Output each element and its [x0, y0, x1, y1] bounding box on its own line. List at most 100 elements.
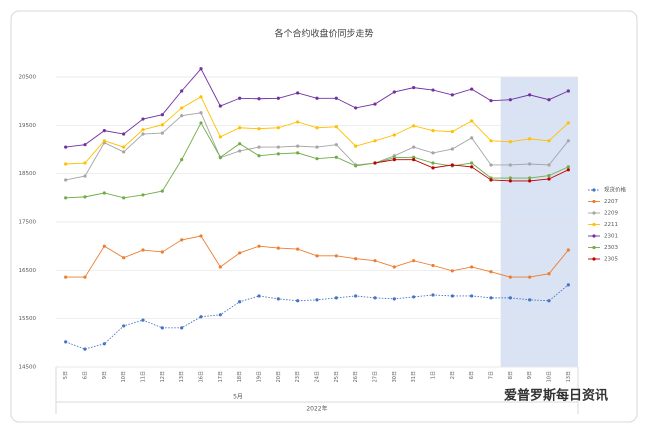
data-point: [141, 193, 145, 197]
data-point: [392, 265, 396, 269]
year-label: 2022年: [306, 405, 327, 413]
data-point: [547, 299, 551, 303]
data-point: [354, 294, 358, 298]
data-point: [528, 275, 532, 279]
x-tick-label: 9日: [102, 371, 108, 379]
x-tick-label: 13日: [179, 371, 185, 382]
data-point: [238, 300, 242, 304]
data-point: [508, 98, 512, 102]
legend-label: 2303: [604, 245, 618, 251]
x-tick-label: 13日: [566, 371, 572, 382]
data-point: [199, 67, 203, 71]
x-tick-label: 26日: [353, 371, 359, 382]
data-point: [508, 163, 512, 167]
x-tick-label: 5日: [63, 371, 69, 379]
data-point: [470, 294, 474, 298]
data-point: [412, 145, 416, 149]
data-point: [83, 195, 87, 199]
data-point: [180, 158, 184, 162]
data-point: [373, 296, 377, 300]
data-point: [315, 298, 319, 302]
data-point: [257, 145, 261, 149]
data-point: [122, 324, 126, 328]
data-point: [238, 149, 242, 153]
x-tick-label: 20日: [276, 371, 282, 382]
data-point: [412, 124, 416, 128]
data-point: [199, 234, 203, 238]
data-point: [276, 297, 280, 301]
data-point: [257, 127, 261, 131]
x-tick-label: 27日: [373, 371, 379, 382]
data-point: [547, 177, 551, 181]
data-point: [470, 161, 474, 165]
data-point: [547, 174, 551, 178]
data-point: [431, 263, 435, 268]
data-point: [373, 139, 377, 143]
data-point: [141, 117, 145, 121]
data-point: [238, 96, 242, 100]
legend-label: 2301: [604, 234, 618, 240]
data-point: [315, 254, 319, 258]
data-point: [547, 272, 551, 276]
data-point: [238, 251, 242, 255]
data-point: [566, 168, 570, 172]
data-point: [160, 113, 164, 117]
data-point: [296, 299, 300, 303]
data-point: [160, 326, 164, 330]
data-point: [218, 265, 222, 269]
data-point: [64, 275, 68, 279]
data-point: [83, 174, 87, 178]
data-point: [450, 130, 454, 134]
legend-label: 2209: [604, 211, 618, 217]
data-point: [180, 238, 184, 242]
data-point: [547, 98, 551, 102]
data-point: [257, 154, 261, 158]
data-point: [102, 342, 106, 346]
data-point: [392, 90, 396, 94]
y-tick-label: 19500: [19, 123, 37, 129]
data-point: [528, 137, 532, 141]
data-point: [296, 247, 300, 251]
data-point: [431, 161, 435, 165]
x-tick-label: 30日: [392, 371, 398, 382]
data-point: [83, 161, 87, 165]
x-tick-label: 11日: [141, 371, 147, 382]
x-tick-label: 19日: [257, 371, 263, 382]
data-point: [334, 155, 338, 159]
legend-marker: [592, 222, 596, 227]
legend-marker: [592, 199, 596, 204]
legend-marker: [592, 257, 596, 261]
data-point: [199, 95, 203, 99]
data-point: [392, 133, 396, 137]
data-point: [354, 144, 358, 148]
x-tick-label: 10日: [121, 371, 127, 382]
y-tick-label: 18500: [19, 171, 37, 177]
data-point: [64, 196, 68, 200]
data-point: [566, 165, 570, 169]
data-point: [141, 128, 145, 132]
data-point: [199, 315, 203, 319]
data-point: [508, 140, 512, 144]
y-tick-label: 20500: [19, 75, 37, 81]
data-point: [392, 158, 396, 162]
data-point: [199, 111, 203, 115]
data-point: [566, 283, 570, 287]
data-point: [180, 89, 184, 93]
data-point: [276, 246, 280, 250]
data-point: [296, 151, 300, 155]
legend-label: 2211: [604, 222, 618, 228]
data-point: [489, 296, 493, 300]
data-point: [102, 139, 106, 143]
data-point: [450, 147, 454, 151]
data-point: [122, 256, 126, 260]
data-point: [508, 179, 512, 183]
data-point: [334, 125, 338, 129]
data-point: [508, 176, 512, 180]
data-point: [218, 104, 222, 108]
data-point: [257, 244, 261, 248]
data-point: [122, 196, 126, 200]
data-point: [528, 176, 532, 180]
data-point: [489, 163, 493, 167]
data-point: [141, 318, 145, 322]
